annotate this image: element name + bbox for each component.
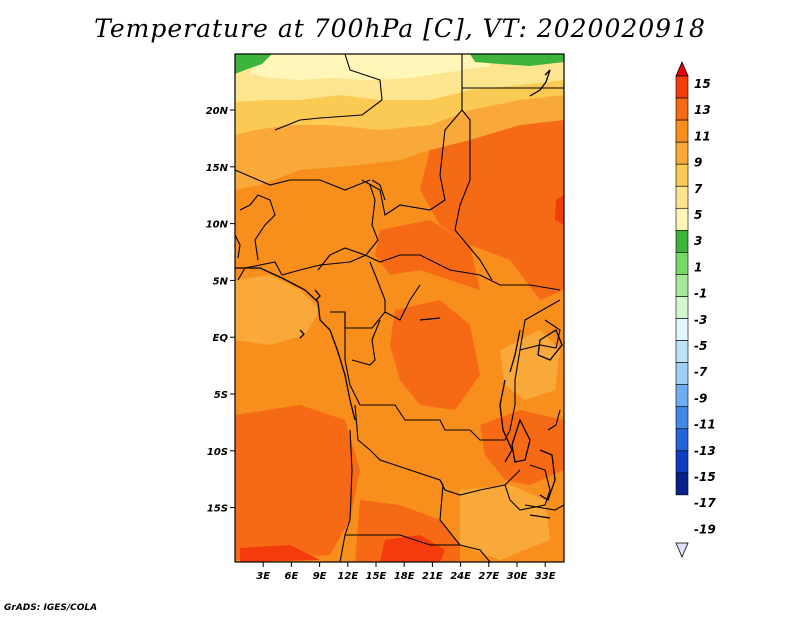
colorbar-label: -3 xyxy=(694,313,707,327)
colorbar-segment xyxy=(675,75,689,99)
lat-label: 15N xyxy=(206,163,229,174)
field-warm-center xyxy=(375,220,480,290)
map-panel xyxy=(234,53,565,563)
lon-label: 15E xyxy=(366,571,387,582)
lon-label: 9E xyxy=(313,571,327,582)
colorbar-segment xyxy=(675,274,689,297)
colorbar-segment xyxy=(675,406,689,430)
field-warm-ne-strip xyxy=(480,410,564,485)
lon-label: 3E xyxy=(256,571,270,582)
field-cool-southeast xyxy=(460,485,550,560)
colorbar-segment xyxy=(675,208,689,231)
colorbar-segment xyxy=(675,472,689,496)
colorbar-label: 1 xyxy=(694,260,702,274)
grads-credit: GrADS: IGES/COLA xyxy=(4,603,98,613)
lat-label: 5N xyxy=(213,276,229,287)
colorbar-label: -11 xyxy=(694,418,716,432)
lon-label: 27E xyxy=(478,571,499,582)
colorbar-segment xyxy=(675,362,689,385)
field-hot-south xyxy=(380,535,445,562)
colorbar-label: 13 xyxy=(694,103,711,117)
lon-label: 21E xyxy=(422,571,443,582)
colorbar-label: 3 xyxy=(694,234,702,248)
colorbar-label: -7 xyxy=(694,365,708,379)
colorbar-label: -5 xyxy=(694,339,707,353)
colorbar-label: -15 xyxy=(694,470,716,484)
colorbar-segment xyxy=(675,450,689,474)
colorbar-segment xyxy=(675,163,689,187)
lon-label: 33E xyxy=(535,571,556,582)
colorbar-bottom-arrow xyxy=(675,542,689,559)
field-warm-east xyxy=(420,115,564,300)
colorbar-segment xyxy=(675,230,689,253)
field-warm-southwest xyxy=(235,405,360,560)
colorbar-segment xyxy=(675,296,689,319)
country-borders xyxy=(234,53,565,563)
colorbar-label: 15 xyxy=(694,77,711,91)
colorbar-segment xyxy=(675,318,689,341)
colorbar-segment xyxy=(675,252,689,275)
colorbar: 15 13 11 9 7 5 3 1 -1 -3 -5 -7 -9 -11 -13 -15 -17 -19 xyxy=(675,60,716,559)
colorbar-label: -1 xyxy=(694,287,707,301)
lat-label: 10N xyxy=(206,220,229,231)
colorbar-label: -19 xyxy=(694,522,716,536)
field-hot-southwest xyxy=(240,545,320,562)
colorbar-segment xyxy=(675,119,689,143)
longitude-axis: 3E 6E 9E 12E 15E 18E 21E 24E 27E 30E 33E xyxy=(256,562,556,582)
field-cool-west-coast xyxy=(235,275,320,345)
lon-label: 12E xyxy=(337,571,358,582)
field-hot-east-edge xyxy=(555,195,564,225)
colorbar-segment xyxy=(675,141,689,165)
lat-label: 20N xyxy=(206,106,229,117)
colorbar-label: -9 xyxy=(694,391,707,405)
colorbar-segment xyxy=(675,97,689,121)
lat-label: 15S xyxy=(207,504,228,515)
colorbar-label: 11 xyxy=(694,129,711,143)
lon-label: 30E xyxy=(507,571,528,582)
lat-label: 10S xyxy=(207,447,228,458)
field-green-ne xyxy=(470,54,564,66)
chart-title: Temperature at 700hPa [C], VT: 202002091… xyxy=(94,14,706,43)
colorbar-label: 7 xyxy=(694,182,703,196)
colorbar-label: 9 xyxy=(694,156,702,170)
lon-label: 24E xyxy=(450,571,471,582)
colorbar-segment xyxy=(675,384,689,408)
colorbar-label: -13 xyxy=(694,444,716,458)
lon-label: 18E xyxy=(394,571,415,582)
field-band-top xyxy=(250,54,490,80)
field-warm-central-basin xyxy=(390,300,480,410)
field-green-nw xyxy=(235,54,272,74)
lat-label: 5S xyxy=(214,390,228,401)
lon-label: 6E xyxy=(285,571,299,582)
coastlines-and-lakes xyxy=(235,69,563,519)
lat-label: EQ xyxy=(213,333,229,344)
colorbar-segment xyxy=(675,185,689,209)
colorbar-label: -17 xyxy=(694,496,716,510)
colorbar-top-arrow xyxy=(675,60,689,77)
colorbar-segment xyxy=(675,340,689,363)
colorbar-label: 5 xyxy=(694,208,702,222)
colorbar-segment xyxy=(675,428,689,452)
map-frame xyxy=(234,53,565,563)
latitude-axis: 20N 15N 10N 5N EQ 5S 10S 15S xyxy=(206,106,235,515)
